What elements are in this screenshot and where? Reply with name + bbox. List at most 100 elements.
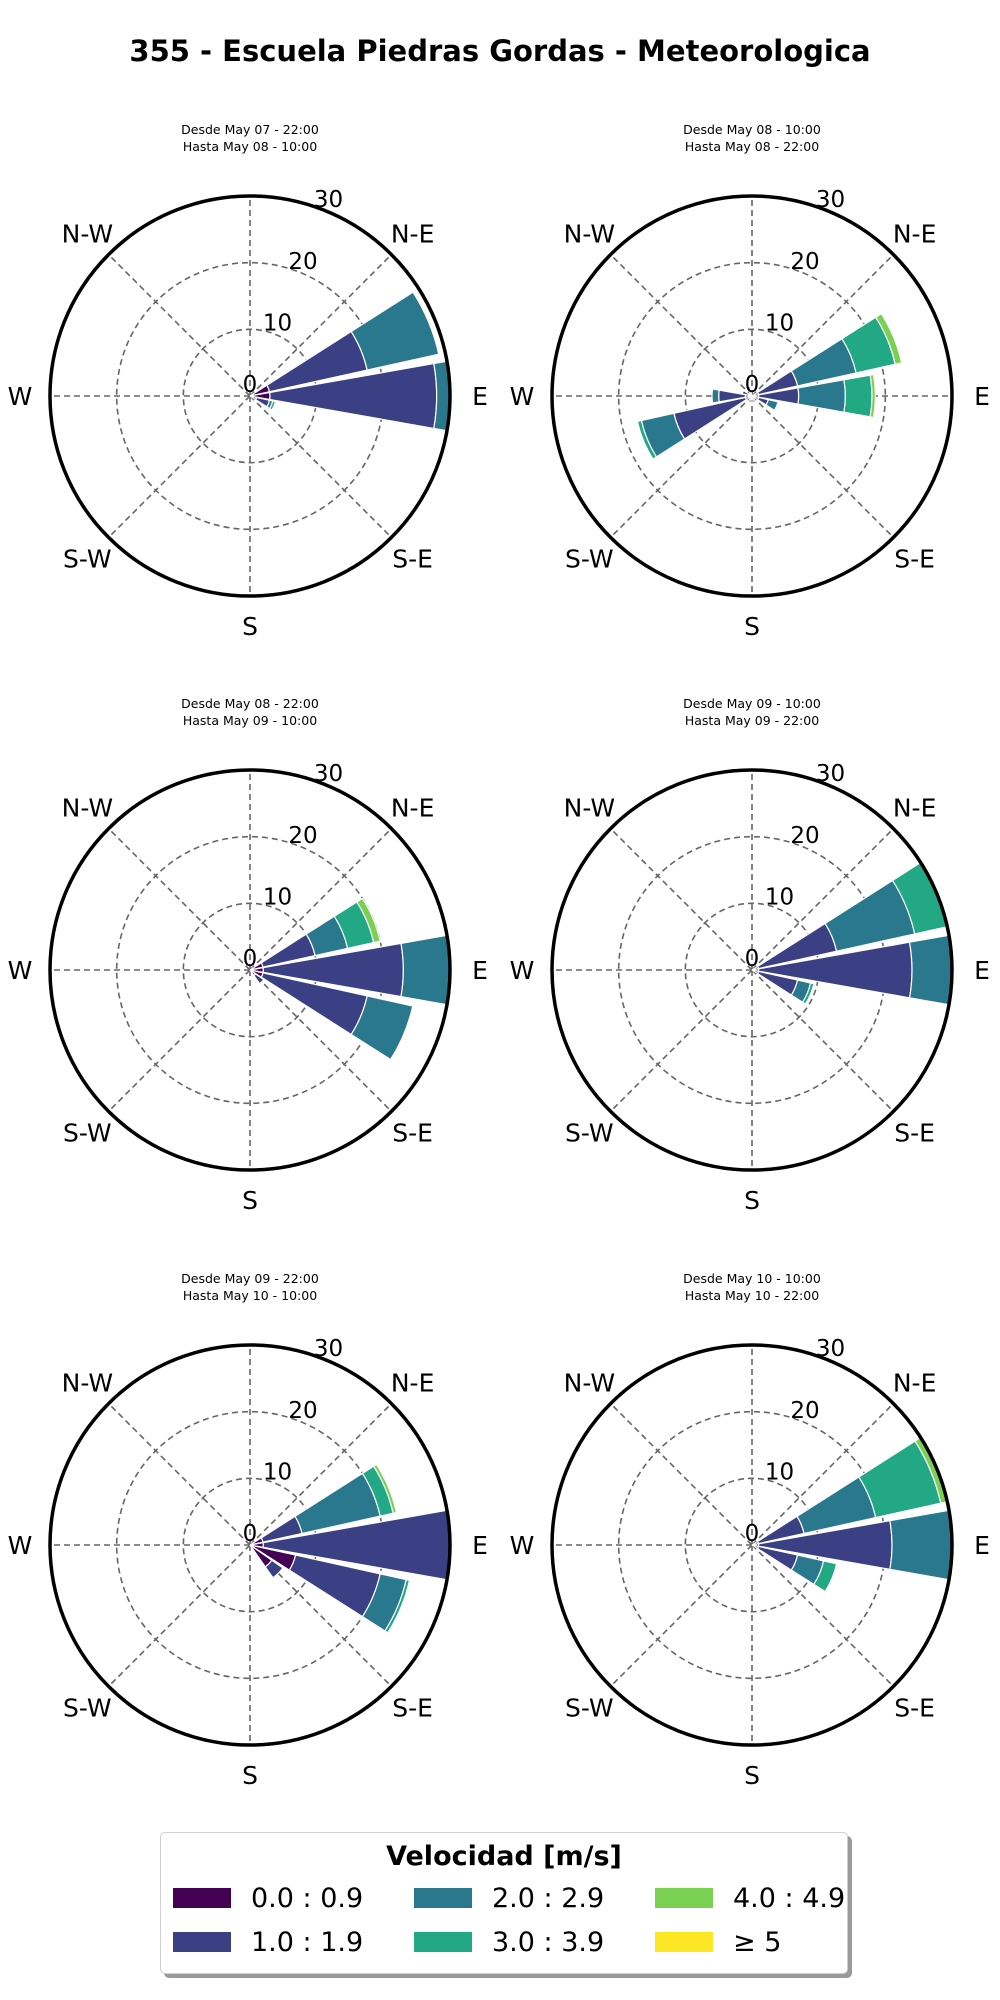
- grid-spoke: [108, 1403, 251, 1546]
- plot-frame: [550, 194, 954, 598]
- legend-label: 1.0 : 1.9: [251, 1927, 364, 1958]
- direction-label: N-W: [62, 219, 113, 248]
- direction-label: S-W: [63, 545, 112, 574]
- windrose-bar: [711, 388, 720, 404]
- windrose-bar: [752, 397, 757, 404]
- legend-swatch: [173, 1932, 231, 1952]
- plot-frame: [48, 768, 452, 1172]
- direction-label: N-E: [391, 793, 435, 822]
- windrose-bar: [874, 312, 903, 365]
- grid-spoke: [249, 969, 392, 1112]
- subtitle-to: Hasta May 08 - 10:00: [182, 139, 318, 154]
- legend-swatch: [414, 1888, 472, 1908]
- grid-spoke: [610, 1544, 753, 1687]
- direction-label: S-E: [392, 545, 433, 574]
- windrose-bar: [813, 1560, 838, 1593]
- grid-spoke: [751, 1403, 894, 1546]
- plot-frame: [550, 768, 954, 1172]
- grid-spoke: [249, 1403, 392, 1546]
- subtitle-to: Hasta May 10 - 22:00: [684, 1288, 820, 1303]
- direction-label: S: [242, 612, 258, 641]
- grid-spoke: [108, 969, 251, 1112]
- legend-label: 3.0 : 3.9: [492, 1927, 605, 1958]
- ring-label: 20: [288, 823, 317, 849]
- grid-spoke: [751, 254, 894, 397]
- direction-label: N-E: [893, 219, 937, 248]
- legend-label: 2.0 : 2.9: [492, 1883, 605, 1914]
- grid-spoke: [249, 828, 392, 971]
- direction-label: N: [743, 753, 762, 755]
- direction-label: S-E: [392, 1694, 433, 1723]
- ring-label: 20: [288, 1398, 317, 1424]
- windrose-plot: 0 10 20 30 N N-E E S-E S S-W W N-W: [8, 1328, 488, 1790]
- direction-label: S-W: [565, 1119, 614, 1148]
- panel-subtitle: Desde May 07 - 22:00 Hasta May 08 - 10:00: [0, 121, 500, 155]
- legend-title: Velocidad [m/s]: [386, 1841, 622, 1872]
- direction-label: S: [744, 1186, 760, 1215]
- ring-label: 0: [243, 946, 258, 972]
- panel-subtitle: Desde May 10 - 10:00 Hasta May 10 - 22:00: [502, 1270, 1000, 1304]
- subtitle-from: Desde May 08 - 10:00: [683, 122, 821, 137]
- direction-label: S: [744, 1761, 760, 1790]
- plot-frame: [48, 194, 452, 598]
- ring-label: 0: [243, 1521, 258, 1547]
- direction-label: N: [743, 179, 762, 181]
- subtitle-to: Hasta May 10 - 10:00: [182, 1288, 318, 1303]
- direction-label: N: [743, 1328, 762, 1330]
- grid-spoke: [249, 395, 392, 538]
- direction-label: S-E: [894, 1119, 935, 1148]
- direction-label: S-W: [565, 1694, 614, 1723]
- windrose-bar: [252, 972, 265, 985]
- direction-label: S: [744, 612, 760, 641]
- windrose-plot: 0 10 20 30 N N-E E S-E S S-W W N-W: [510, 1328, 990, 1790]
- windrose-bar: [400, 934, 451, 1006]
- direction-label: S: [242, 1186, 258, 1215]
- ring-label: 0: [745, 946, 760, 972]
- windrose-bar: [843, 374, 873, 418]
- grid-spoke: [610, 254, 753, 397]
- subtitle-from: Desde May 09 - 22:00: [181, 1271, 319, 1286]
- direction-label: N-E: [391, 1368, 435, 1397]
- legend-label: ≥ 5: [733, 1927, 782, 1958]
- ring-label: 30: [816, 761, 845, 787]
- grid-spoke: [108, 828, 251, 971]
- windrose-bar: [801, 982, 815, 1005]
- plot-frame: [48, 1343, 452, 1747]
- windrose-bar: [765, 398, 779, 412]
- ring-label: 10: [765, 310, 794, 336]
- ring-label: 10: [263, 884, 292, 910]
- subtitle-to: Hasta May 08 - 22:00: [684, 139, 820, 154]
- legend-swatch: [173, 1888, 231, 1908]
- legend-swatch: [655, 1888, 713, 1908]
- direction-label: E: [472, 382, 488, 411]
- ring-label: 30: [816, 187, 845, 213]
- subtitle-to: Hasta May 09 - 22:00: [684, 713, 820, 728]
- legend-swatch: [414, 1932, 472, 1952]
- windrose-bar: [350, 291, 440, 371]
- direction-label: N: [241, 1328, 260, 1330]
- direction-label: N: [241, 753, 260, 755]
- direction-label: S-E: [894, 1694, 935, 1723]
- subtitle-to: Hasta May 09 - 10:00: [182, 713, 318, 728]
- windrose-panel: Desde May 10 - 10:00 Hasta May 10 - 22:00…: [502, 1270, 1000, 1830]
- direction-label: W: [510, 382, 535, 411]
- direction-label: E: [472, 956, 488, 985]
- subtitle-from: Desde May 07 - 22:00: [181, 122, 319, 137]
- grid-spoke: [610, 395, 753, 538]
- direction-label: N-W: [62, 793, 113, 822]
- direction-label: E: [974, 382, 990, 411]
- panel-subtitle: Desde May 09 - 10:00 Hasta May 09 - 22:00: [502, 695, 1000, 729]
- direction-label: S: [242, 1761, 258, 1790]
- direction-label: N-W: [62, 1368, 113, 1397]
- windrose-plot: 0 10 20 30 N N-E E S-E S S-W W N-W: [8, 753, 488, 1215]
- direction-label: S-E: [894, 545, 935, 574]
- direction-label: E: [472, 1531, 488, 1560]
- ring-label: 0: [745, 1521, 760, 1547]
- windrose-bar: [384, 1578, 411, 1634]
- windrose-bar: [741, 389, 751, 396]
- ring-label: 10: [263, 310, 292, 336]
- panel-subtitle: Desde May 09 - 22:00 Hasta May 10 - 10:00: [0, 1270, 500, 1304]
- legend: Velocidad [m/s] 0.0 : 0.9 1.0 : 1.9 2.0 …: [160, 1832, 848, 1974]
- direction-label: W: [8, 382, 33, 411]
- grid-spoke: [751, 969, 894, 1112]
